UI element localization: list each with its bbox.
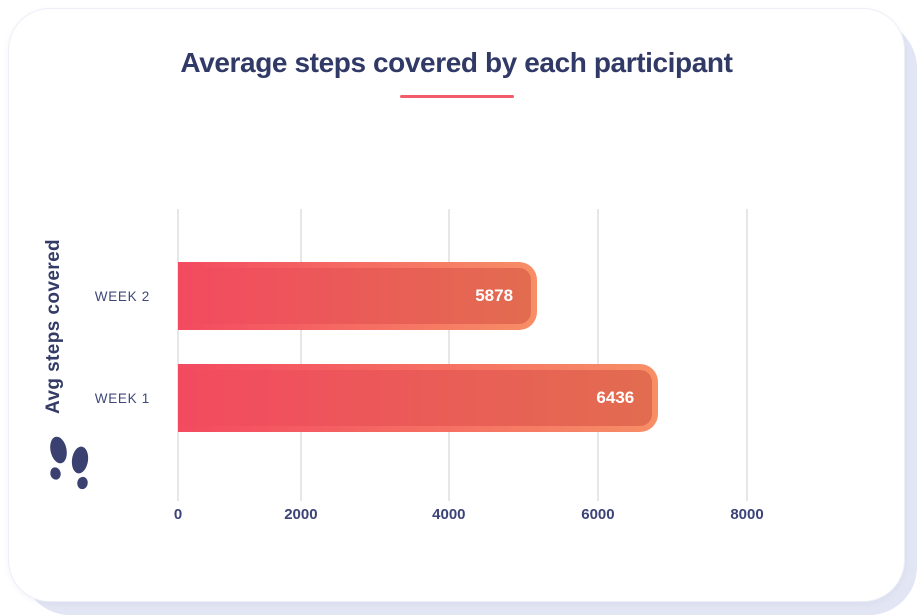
x-tick-label: 6000 <box>581 506 615 523</box>
x-axis: 0 2000 4000 6000 8000 <box>174 506 764 530</box>
title-underline <box>399 95 514 98</box>
bar: 5878 <box>178 262 538 330</box>
footprints-icon <box>50 436 89 490</box>
x-tick-label: 4000 <box>432 506 466 523</box>
bar-value-label: 6436 <box>596 388 635 407</box>
x-tick-label: 8000 <box>730 506 764 523</box>
bar-fill: 6436 <box>178 370 653 426</box>
chart-card: Average steps covered by each participan… <box>8 8 905 602</box>
plot-area: WEEK 2 5878 WEEK 1 6436 0 2000 4000 6000 8000 <box>95 209 764 523</box>
gridline <box>596 209 599 501</box>
gridline <box>447 209 450 501</box>
bar-fill: 5878 <box>178 268 532 324</box>
bar: 6436 <box>178 364 659 432</box>
bar-value-label: 5878 <box>475 286 514 305</box>
x-tick-label: 0 <box>173 506 183 523</box>
page-title: Average steps covered by each participan… <box>180 47 733 78</box>
category-label: WEEK 2 <box>94 288 150 304</box>
x-tick-label: 2000 <box>284 506 318 523</box>
gridline <box>177 209 179 501</box>
gridline <box>299 209 302 501</box>
gridline <box>746 209 748 501</box>
bar-row: WEEK 2 5878 <box>95 262 747 330</box>
bar-row: WEEK 1 6436 <box>95 364 747 432</box>
category-label: WEEK 1 <box>94 390 150 406</box>
